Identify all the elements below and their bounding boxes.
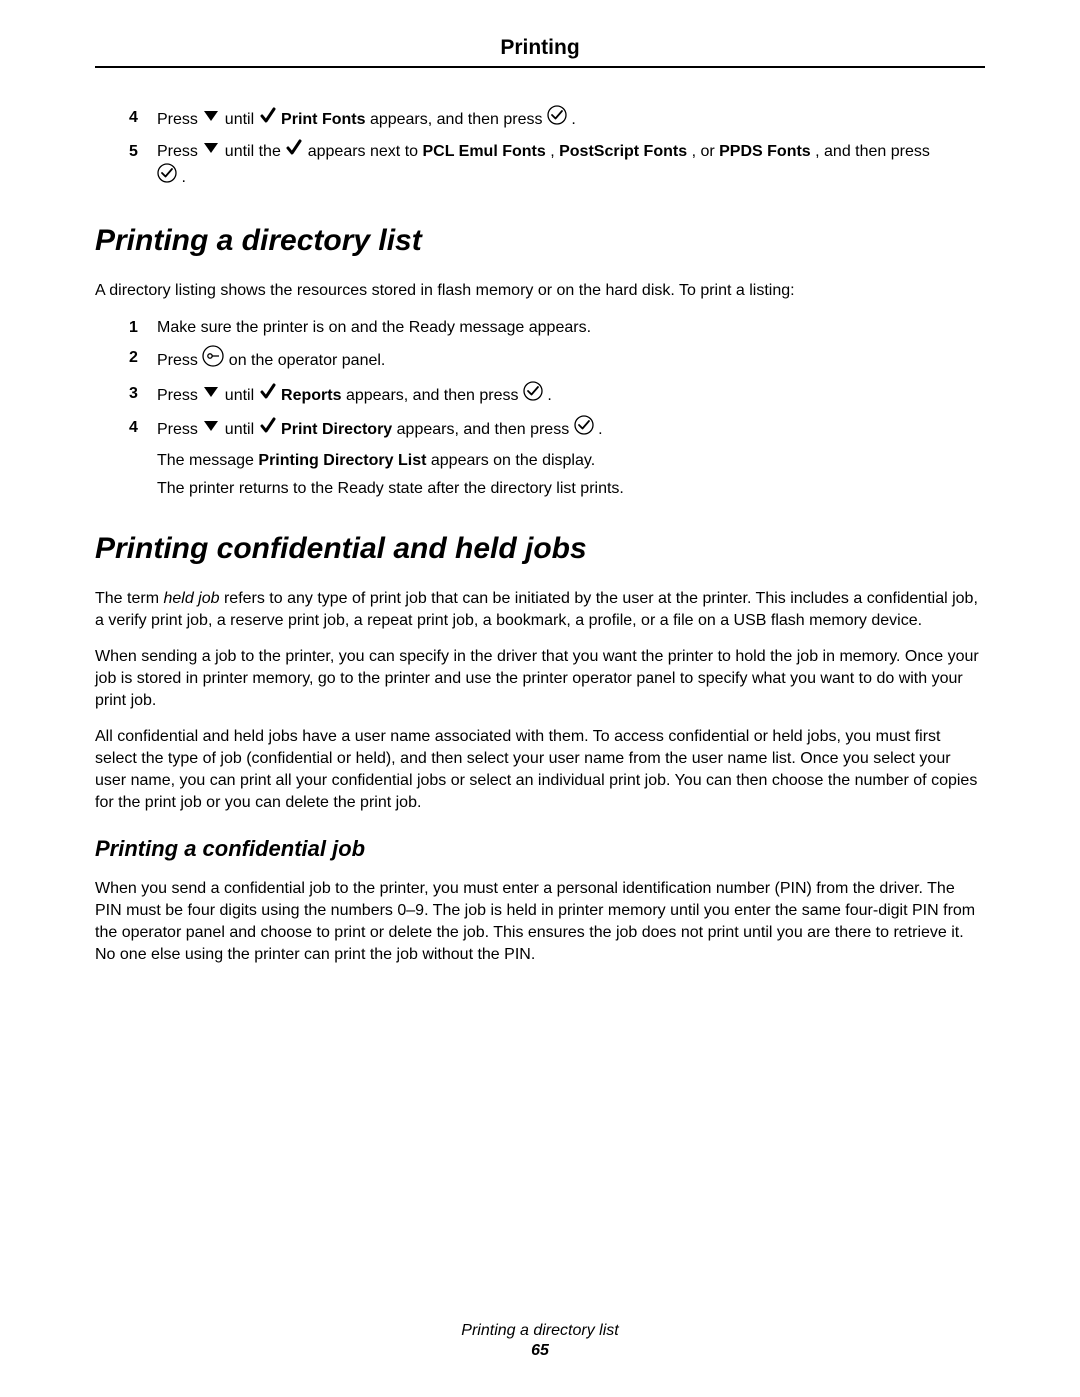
- dir-step-4: 4 Press until Print Directory appears, a…: [129, 416, 985, 500]
- step-4: 4 Press until Print Fonts appears, and t…: [129, 106, 985, 134]
- text: Press: [157, 421, 202, 438]
- menu-item: Reports: [281, 387, 341, 404]
- text: .: [181, 169, 185, 186]
- text: .: [547, 387, 551, 404]
- step-body: Press until Reports appears, and then pr…: [157, 382, 985, 410]
- step-body: Press on the operator panel.: [157, 346, 985, 376]
- paragraph: The term held job refers to any type of …: [95, 588, 985, 632]
- text: appears on the display.: [431, 452, 595, 469]
- text: appears, and then press: [346, 387, 523, 404]
- section-intro: A directory listing shows the resources …: [95, 280, 985, 302]
- step-number: 4: [129, 106, 157, 130]
- step-note: The printer returns to the Ready state a…: [157, 478, 985, 500]
- text: .: [598, 421, 602, 438]
- step-body: Make sure the printer is on and the Read…: [157, 316, 985, 340]
- checkmark-icon: [285, 139, 303, 163]
- paragraph: When sending a job to the printer, you c…: [95, 646, 985, 712]
- header-title: Printing: [500, 36, 579, 59]
- text: Press: [157, 143, 202, 160]
- footer-page-number: 65: [0, 1341, 1080, 1361]
- checkmark-icon: [259, 417, 277, 441]
- text: until: [225, 421, 259, 438]
- font-option: PostScript Fonts: [559, 143, 687, 160]
- text: appears, and then press: [397, 421, 574, 438]
- page-footer: Printing a directory list 65: [0, 1321, 1080, 1361]
- text: The term: [95, 590, 163, 607]
- text: appears, and then press: [370, 111, 547, 128]
- down-arrow-icon: [202, 417, 220, 441]
- section-heading-confidential: Printing confidential and held jobs: [95, 532, 985, 566]
- checkmark-icon: [259, 383, 277, 407]
- select-button-icon: [547, 105, 567, 133]
- step-number: 3: [129, 382, 157, 406]
- term-held-job: held job: [163, 590, 219, 607]
- menu-item: Print Directory: [281, 421, 392, 438]
- page: Printing 4 Press until Print Fonts appea…: [0, 0, 1080, 966]
- step-body: Press until Print Directory appears, and…: [157, 416, 985, 500]
- text: until: [225, 111, 259, 128]
- down-arrow-icon: [202, 107, 220, 131]
- step-number: 4: [129, 416, 157, 440]
- paragraph: All confidential and held jobs have a us…: [95, 726, 985, 814]
- step-number: 1: [129, 316, 157, 340]
- menu-item: Print Fonts: [281, 111, 365, 128]
- down-arrow-icon: [202, 383, 220, 407]
- step-body: Press until the appears next to PCL Emul…: [157, 140, 985, 192]
- dir-step-2: 2 Press on the operator panel.: [129, 346, 985, 376]
- intro-steps: 4 Press until Print Fonts appears, and t…: [129, 106, 985, 192]
- text: on the operator panel.: [229, 352, 386, 369]
- paragraph: When you send a confidential job to the …: [95, 878, 985, 966]
- select-button-icon: [157, 163, 177, 191]
- dir-step-1: 1 Make sure the printer is on and the Re…: [129, 316, 985, 340]
- select-button-icon: [574, 415, 594, 443]
- display-message: Printing Directory List: [258, 452, 426, 469]
- text: refers to any type of print job that can…: [95, 590, 978, 629]
- text: until: [225, 387, 259, 404]
- text: Press: [157, 352, 202, 369]
- text: .: [571, 111, 575, 128]
- text: , or: [692, 143, 720, 160]
- footer-section-name: Printing a directory list: [0, 1321, 1080, 1341]
- step-number: 5: [129, 140, 157, 164]
- text: ,: [550, 143, 559, 160]
- subsection-heading-confidential-job: Printing a confidential job: [95, 836, 985, 862]
- font-option: PPDS Fonts: [719, 143, 811, 160]
- text: The message: [157, 452, 258, 469]
- menu-button-icon: [202, 345, 224, 375]
- down-arrow-icon: [202, 139, 220, 163]
- text: appears next to: [308, 143, 423, 160]
- step-body: Press until Print Fonts appears, and the…: [157, 106, 985, 134]
- step-number: 2: [129, 346, 157, 370]
- checkmark-icon: [259, 107, 277, 131]
- header-rule: [95, 66, 985, 68]
- text: Press: [157, 387, 202, 404]
- text: , and then press: [815, 143, 930, 160]
- directory-steps: 1 Make sure the printer is on and the Re…: [129, 316, 985, 500]
- step-5: 5 Press until the appears next to PCL Em…: [129, 140, 985, 192]
- text: Press: [157, 111, 202, 128]
- section-heading-directory-list: Printing a directory list: [95, 224, 985, 258]
- text: until the: [225, 143, 285, 160]
- step-note: The message Printing Directory List appe…: [157, 450, 985, 472]
- dir-step-3: 3 Press until Reports appears, and then …: [129, 382, 985, 410]
- page-header: Printing: [95, 36, 985, 60]
- select-button-icon: [523, 381, 543, 409]
- font-option: PCL Emul Fonts: [422, 143, 545, 160]
